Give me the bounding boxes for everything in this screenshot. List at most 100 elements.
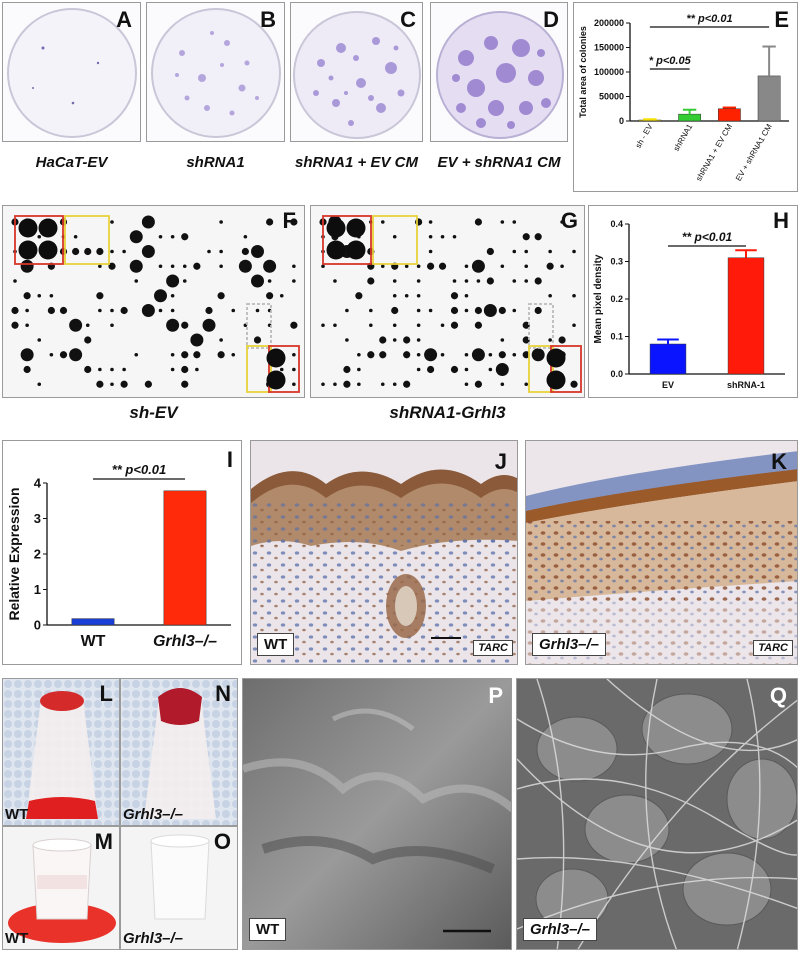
blot-dot [170, 352, 175, 357]
blot-dot [170, 367, 175, 372]
bar [717, 108, 741, 122]
blot-dot [202, 318, 216, 332]
blot-dot [488, 367, 493, 372]
blot-dot [403, 336, 411, 344]
highlight-box [268, 345, 300, 393]
blot-dot [129, 230, 143, 244]
blot-dot [292, 264, 296, 269]
blot-dot [452, 279, 457, 283]
blot-dot [380, 264, 385, 269]
blot-dot [464, 279, 469, 283]
blot-dot [20, 259, 34, 273]
blot-dot [170, 264, 175, 269]
blot-dot [500, 220, 505, 224]
blot-dot [512, 352, 517, 357]
panel-q: Q Grhl3–/– [516, 678, 798, 950]
panel-label-l: L [99, 681, 113, 706]
blot-dot [37, 234, 42, 239]
panel-label-b: B [260, 7, 276, 32]
sem-p-image [243, 679, 511, 949]
plate-a-image [7, 8, 137, 138]
panel-k: K Grhl3–/– TARC [525, 440, 798, 665]
blot-dot [84, 336, 92, 344]
highlight-box [64, 215, 110, 265]
highlight-box [322, 215, 372, 265]
highlight-box [14, 215, 64, 265]
blot-dot [144, 380, 152, 388]
panel-label-j: J [494, 449, 507, 474]
sem-q-image [517, 679, 797, 949]
blot-dot [488, 352, 493, 357]
plate-c-image [293, 11, 421, 139]
blot-dot [403, 380, 411, 388]
blot-dot [243, 234, 248, 239]
blot-dot [343, 380, 351, 388]
blot-dot [392, 279, 397, 283]
blot-dot [141, 215, 155, 229]
y-tick-label: 0 [619, 116, 624, 126]
blot-dot [85, 323, 90, 328]
caption-d: EV + shRNA1 CM [430, 154, 568, 172]
blot-dot [416, 279, 421, 283]
panel-label-n: N [215, 681, 231, 706]
y-tick-label: 3 [34, 511, 41, 526]
blot-dot [205, 306, 213, 315]
blot-dot [392, 234, 397, 239]
blot-dot [522, 336, 530, 344]
panel-i: 0 1 2 3 4 Relative Expression WT Grhl3–/– ** p<0… [2, 440, 242, 665]
blot-dot [440, 352, 445, 357]
blot-dot [343, 365, 351, 374]
reference-dot [266, 348, 286, 368]
blot-dot [181, 233, 189, 241]
blot-dot [73, 234, 78, 239]
y-tick-label: 1 [34, 582, 41, 597]
blot-dot [357, 382, 361, 387]
panel-label-p: P [488, 683, 503, 708]
blot-dot [134, 279, 139, 283]
panel-label-m: M [94, 829, 113, 854]
bar [163, 490, 207, 626]
panel-label-g: G [560, 208, 578, 233]
blot-dot [391, 306, 399, 315]
blot-dot [23, 292, 31, 300]
blot-dot [98, 367, 102, 372]
blot-dot [471, 259, 485, 273]
tag-q: Grhl3–/– [523, 918, 598, 941]
tube-o-image [150, 834, 210, 920]
blot-dot [217, 351, 225, 359]
blot-dot [428, 249, 433, 254]
blot-dot [166, 274, 180, 288]
blot-dot [450, 321, 459, 329]
blot-dot [522, 233, 530, 241]
blot-dot [195, 367, 199, 372]
blot-dot [483, 304, 497, 317]
blot-dot [238, 259, 252, 273]
blot-dot [500, 264, 505, 269]
blot-dot [464, 264, 469, 269]
blot-dot [476, 279, 481, 283]
panel-label-a: A [116, 7, 132, 32]
blot-dot [440, 323, 445, 328]
blot-dot [403, 351, 411, 359]
blot-dot [98, 308, 102, 313]
panel-h: 0.0 0.1 0.2 0.3 0.4 Mean pixel density EV shRNA… [588, 205, 798, 398]
reference-dot [38, 218, 58, 238]
blot-dot [379, 336, 387, 344]
blot-dot [428, 308, 433, 313]
tag-k-marker: TARC [753, 640, 793, 656]
blot-dot [369, 308, 373, 313]
blot-dot [96, 247, 104, 256]
blot-dot [321, 323, 325, 328]
blot-dot [84, 247, 92, 256]
x-tick-label: shRNA-1 [727, 380, 765, 390]
blot-dot [217, 292, 225, 300]
blot-dot [122, 249, 126, 254]
bar [71, 618, 115, 626]
blot-dot [464, 293, 469, 298]
blot-dot [416, 338, 421, 342]
blot-dot [231, 308, 236, 313]
blot-dot [428, 234, 433, 239]
x-tick-label: WT [81, 633, 106, 650]
tag-k-genotype: Grhl3–/– [532, 633, 607, 656]
blot-dot [141, 245, 155, 258]
